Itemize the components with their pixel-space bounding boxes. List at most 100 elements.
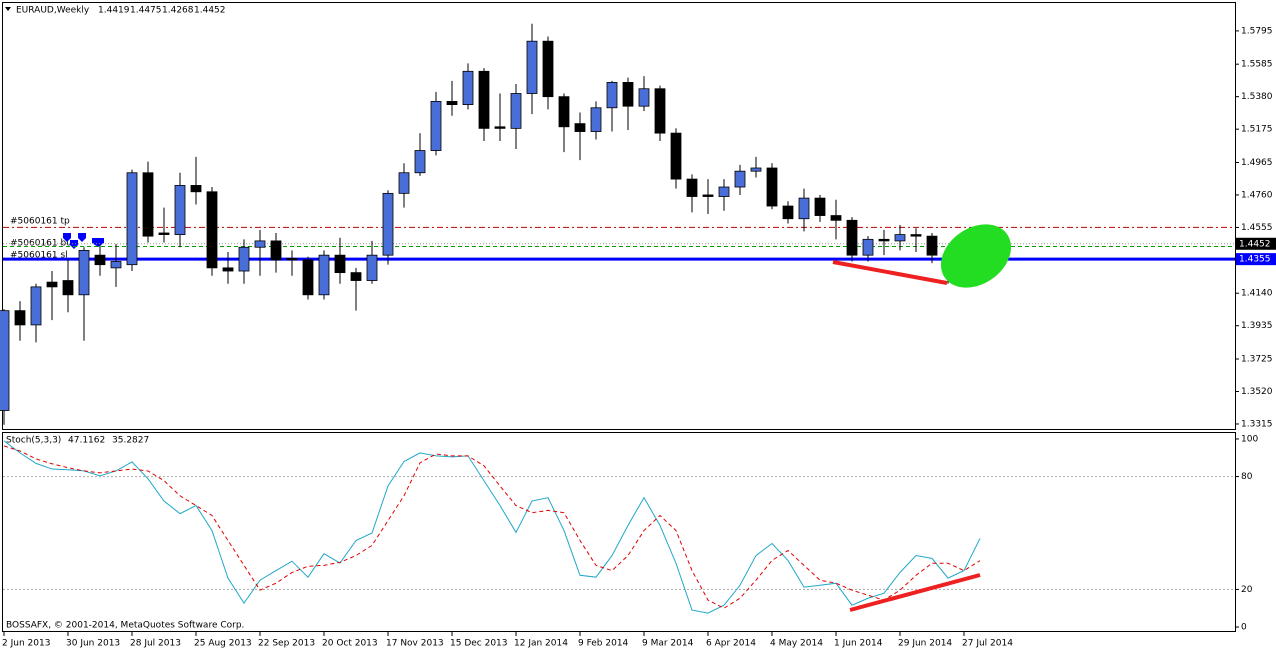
order-arrow <box>92 238 104 247</box>
y-tick-label: 80 <box>1241 472 1253 482</box>
front: 1.4355 1.4452 <box>1236 237 1276 266</box>
candle-body <box>494 126 506 129</box>
candle-body <box>334 254 346 274</box>
x-tick-label: 20 Oct 2013 <box>322 639 378 649</box>
divergence-line <box>849 573 981 612</box>
candle-body <box>174 185 186 235</box>
candle-body <box>270 240 282 261</box>
price-tag-label: 1.4355 <box>1239 255 1271 265</box>
candle-body <box>238 246 250 272</box>
frames <box>2 2 1236 632</box>
drawings <box>832 224 1012 612</box>
y-tick-label: 100 <box>1241 434 1258 444</box>
level-label: #5060161 sl <box>10 251 68 261</box>
y-tick-label: 1.5795 <box>1241 26 1273 36</box>
candle-body <box>782 205 794 220</box>
x-tick-label: 9 Mar 2014 <box>642 639 694 649</box>
menu-triangle[interactable] <box>5 7 11 11</box>
price-tag <box>1236 253 1276 266</box>
candle-body <box>670 132 682 180</box>
candle-body <box>302 259 314 296</box>
candle-body <box>926 235 938 256</box>
candle-body <box>702 194 714 197</box>
candle-body <box>222 267 234 272</box>
candle-body <box>798 197 810 220</box>
candle-body <box>30 286 42 326</box>
copyright: BOSSAFX, © 2001-2014, MetaQuotes Softwar… <box>6 621 244 631</box>
candle-body <box>750 167 762 172</box>
candle-body <box>910 234 922 237</box>
candle-body <box>654 88 666 134</box>
x-tick-label: 6 Apr 2014 <box>706 639 756 649</box>
candle-body <box>894 234 906 242</box>
level-label: #5060161 tp <box>10 217 70 227</box>
plot: 1.5795 1.5585 1.5380 1.5175 1.4965 1.4760 1.45… <box>0 23 1273 649</box>
order-arrow <box>63 233 71 242</box>
y-tick-label: 1.3520 <box>1241 387 1273 397</box>
candle-body <box>830 215 842 221</box>
x-tick-label: 15 Dec 2013 <box>450 639 508 649</box>
candle-body <box>62 280 74 296</box>
candle-body <box>350 272 362 281</box>
candle-body <box>446 101 458 105</box>
candle-body <box>158 232 170 235</box>
x-tick-label: 12 Jan 2014 <box>514 639 568 649</box>
candle-body <box>846 219 858 256</box>
candle-body <box>78 250 90 296</box>
candle-body <box>766 167 778 207</box>
candle-body <box>366 254 378 281</box>
candle-body <box>286 257 298 261</box>
candle-body <box>254 240 266 248</box>
x-tick-label: 1 Jun 2014 <box>834 639 883 649</box>
y-tick-label: 20 <box>1241 585 1253 595</box>
candle-body <box>318 254 330 296</box>
candle-body <box>110 261 122 269</box>
candle-body <box>542 40 554 98</box>
x-tick-label: 9 Feb 2014 <box>578 639 629 649</box>
symbol: EURAUD,Weekly <box>16 6 90 16</box>
arrows <box>63 233 104 249</box>
stoch-frame <box>2 432 1236 632</box>
candle-body <box>718 186 730 197</box>
candle-body <box>414 150 426 174</box>
y-tick-label: 1.3935 <box>1241 321 1273 331</box>
header-high: 1.4475 <box>130 6 162 16</box>
stoch-header: Stoch(5,3,3) 47.1162 35.2827 BOSSAFX, © … <box>6 436 244 631</box>
stoch-signal-value: 35.2827 <box>112 436 149 446</box>
y-tick-label: 1.5175 <box>1241 125 1273 135</box>
candle-body <box>478 70 490 129</box>
candle-body <box>814 197 826 216</box>
candle-body <box>46 281 58 288</box>
x-tick-label: 2 Jun 2013 <box>2 639 50 649</box>
candle-body <box>142 172 154 237</box>
y-tick-label: 1.4140 <box>1241 289 1273 299</box>
candle-body <box>0 310 10 411</box>
x-tick-label: 22 Sep 2013 <box>258 639 315 649</box>
candle-body <box>190 185 202 193</box>
y-tick-label: 1.3725 <box>1241 354 1273 364</box>
candle-body <box>430 101 442 151</box>
candle-body <box>878 238 890 242</box>
candle-body <box>574 123 586 132</box>
candle-body <box>558 96 570 128</box>
y-tick-label: 0 <box>1241 623 1247 633</box>
x-tick-label: 25 Aug 2013 <box>194 639 252 649</box>
candle-body <box>382 192 394 256</box>
candle-body <box>398 172 410 194</box>
candle-body <box>206 191 218 269</box>
candle-body <box>462 70 474 105</box>
stoch-line <box>3 445 981 609</box>
candle-body <box>606 82 618 109</box>
candle-body <box>126 172 138 266</box>
highlight-ellipse <box>940 224 1012 288</box>
y-tick-label: 1.3315 <box>1241 419 1273 429</box>
candle-body <box>14 310 26 326</box>
price-tag <box>1236 237 1276 250</box>
candle-body <box>734 170 746 188</box>
y-tick-label: 1.4555 <box>1241 223 1273 233</box>
y-tick-label: 1.4760 <box>1241 190 1273 200</box>
candle-body <box>862 238 874 256</box>
